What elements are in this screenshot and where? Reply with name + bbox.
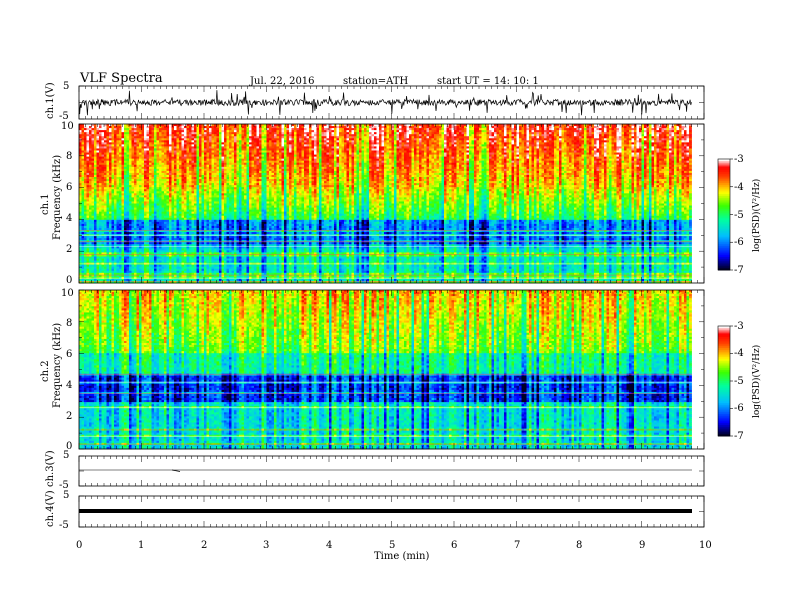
ch4-ylabel: ch.4(V)	[45, 490, 57, 527]
start-time-label: start UT = 14: 10: 1	[437, 76, 539, 88]
xtick-4: 4	[326, 540, 332, 552]
ch3-blip	[171, 469, 181, 472]
spec2-ytick-2: 2	[66, 411, 72, 423]
ch4-ytick-top: 5	[63, 490, 69, 502]
ch3-ytick-bottom: -5	[59, 480, 69, 492]
spec2-ytick-6: 6	[66, 349, 72, 361]
ch1-ylabel: ch.1(V)	[45, 82, 57, 119]
spec2-ytick-4: 4	[66, 380, 72, 392]
date-label: Jul. 22, 2016	[250, 76, 315, 88]
cb1-tick-m4: -4	[734, 182, 744, 194]
spec1-ytick-10: 10	[61, 121, 74, 133]
spec1-ylabel: Frequency (kHz)	[52, 155, 64, 240]
xtick-7: 7	[514, 540, 520, 552]
xtick-10: 10	[699, 540, 712, 552]
cb1-tick-m6: -6	[734, 237, 744, 249]
ch1-waveform	[78, 90, 692, 116]
xtick-0: 0	[76, 540, 82, 552]
cb1-label: log(PSD)(V²/Hz)	[751, 179, 763, 252]
xtick-6: 6	[451, 540, 457, 552]
spec2-ytick-8: 8	[66, 318, 72, 330]
figure-title: VLF Spectra	[80, 72, 163, 85]
ch1-ytick-top: 5	[63, 81, 69, 93]
spec2-channel-label: ch.2	[40, 360, 52, 382]
ch1-ytick-bottom: -5	[59, 111, 69, 123]
xtick-8: 8	[576, 540, 582, 552]
xtick-9: 9	[639, 540, 645, 552]
cb1-tick-m3: -3	[734, 154, 744, 166]
spec1-ytick-8: 8	[66, 151, 72, 163]
cb2-tick-m4: -4	[734, 348, 744, 360]
station-label: station=ATH	[343, 76, 408, 88]
cb1-tick-m5: -5	[734, 210, 744, 222]
spec1-ytick-4: 4	[66, 213, 72, 225]
spec1-ytick-6: 6	[66, 182, 72, 194]
cb2-tick-m5: -5	[734, 376, 744, 388]
xtick-5: 5	[389, 540, 395, 552]
x-axis-label: Time (min)	[374, 551, 429, 563]
spec1-ytick-0: 0	[66, 275, 72, 287]
spec2-ytick-10: 10	[61, 288, 74, 300]
ch3-ytick-top: 5	[63, 450, 69, 462]
cb2-tick-m7: -7	[734, 431, 744, 443]
cb2-tick-m6: -6	[734, 403, 744, 415]
ch4-ytick-bottom: -5	[59, 520, 69, 532]
spec1-channel-label: ch.1	[40, 193, 52, 215]
xtick-1: 1	[138, 540, 144, 552]
spec2-ylabel: Frequency (kHz)	[52, 323, 64, 408]
spec1-ytick-2: 2	[66, 244, 72, 256]
spec2-ytick-0: 0	[66, 441, 72, 453]
cb2-label: log(PSD)(V²/Hz)	[751, 345, 763, 418]
xtick-3: 3	[263, 540, 269, 552]
cb1-tick-m7: -7	[734, 265, 744, 277]
cb2-tick-m3: -3	[734, 321, 744, 333]
ch3-ylabel: ch.3(V)	[45, 450, 57, 487]
xtick-2: 2	[201, 540, 207, 552]
